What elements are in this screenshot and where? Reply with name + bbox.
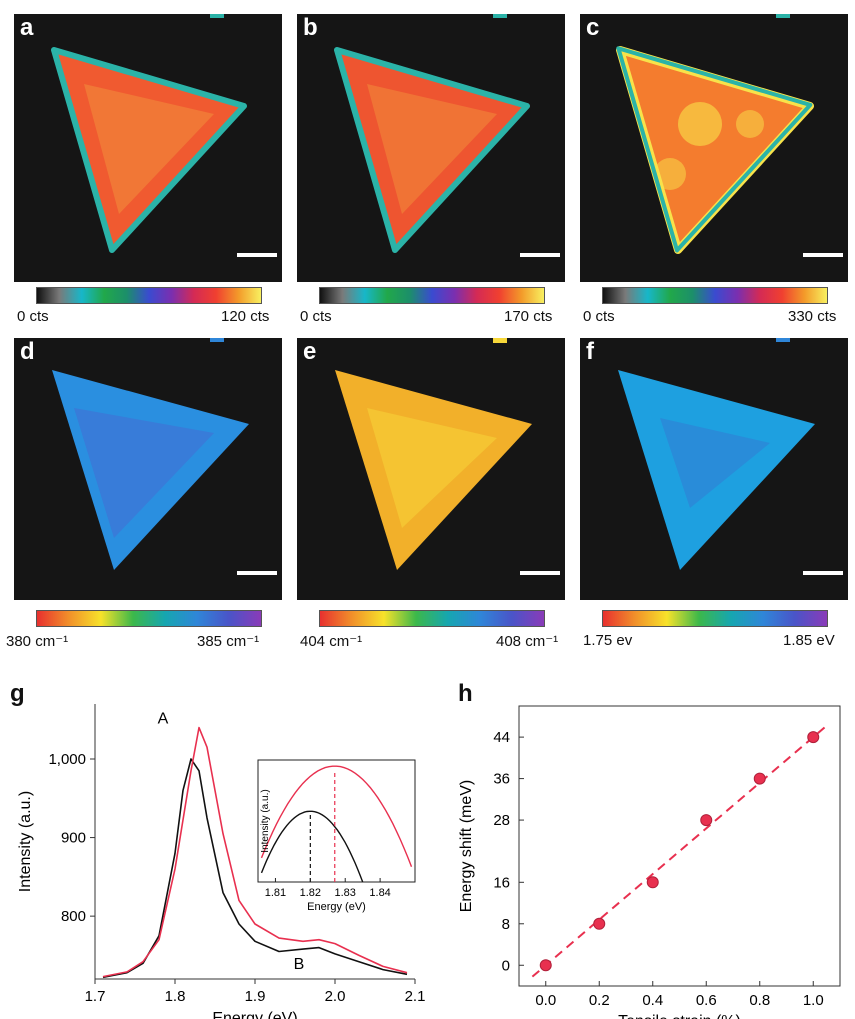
y-tick-label: 1,000 [48,751,86,768]
data-point [753,772,766,785]
x-axis-label: Tensile strain (%) [618,1013,741,1019]
inset-x-tick-label: 1.83 [335,887,356,899]
x-tick-label: 0.6 [696,992,717,1009]
x-tick-label: 1.9 [245,988,266,1005]
x-tick-label: 1.8 [165,988,186,1005]
series-line-0 [102,758,408,979]
y-axis-label: Intensity (a.u.) [17,791,34,892]
map-panel-d: d [14,338,282,600]
colorbar-b [319,287,545,304]
colorbar-min-label: 1.75 ev [583,632,633,649]
map-panel-f: f [580,338,848,600]
scale-bar [237,253,277,257]
y-tick-label: 36 [493,771,510,788]
inset-x-tick-label: 1.84 [369,887,390,899]
panel-label: b [303,14,318,41]
x-tick-label: 0.8 [749,992,770,1009]
y-axis-label: Energy shift (meV) [458,780,475,912]
colorbar-min-label: 0 cts [300,308,332,325]
panel-label: e [303,338,317,365]
x-tick-label: 1.7 [85,988,106,1005]
panel-label: a [20,14,34,41]
data-point [700,814,713,827]
map-e-image [335,338,532,570]
data-point [807,731,820,744]
colorbar-max-label: 330 cts [788,308,837,325]
x-tick-label: 0.4 [642,992,663,1009]
scale-bar [520,253,560,257]
data-point [593,917,606,930]
annotation-a: A [158,711,169,728]
map-f-image [618,338,815,570]
x-tick-label: 2.0 [325,988,346,1005]
colorbar-min-label: 0 cts [17,308,49,325]
colorbar-max-label: 408 cm⁻¹ [496,633,559,650]
plot-frame [518,705,841,987]
inset-x-tick-label: 1.81 [265,887,286,899]
annotation-b: B [294,956,305,973]
scale-bar [803,253,843,257]
y-tick-label: 8 [502,916,510,933]
data-point [646,876,659,889]
x-tick-label: 0.2 [589,992,610,1009]
data-point [539,959,552,972]
colorbar-min-label: 0 cts [583,308,615,325]
panel-label: c [586,14,600,41]
map-c-image [616,14,814,254]
colorbar-max-label: 1.85 eV [783,632,835,649]
inset-frame [257,759,416,883]
colorbar-max-label: 170 cts [504,308,553,325]
colorbar-min-label: 404 cm⁻¹ [300,633,363,650]
colorbar-min-label: 380 cm⁻¹ [6,633,69,650]
x-tick-label: 2.1 [405,988,426,1005]
map-a-image [51,14,247,253]
inset-x-tick-label: 1.82 [300,887,321,899]
series-line-1 [102,726,408,978]
scale-bar [803,571,843,575]
spectrum-chart: 1.7 1.8 1.9 2.0 2.1 800 900 1,000 Energy (eV) Int… [17,704,426,1019]
scale-bar [520,571,560,575]
x-tick-label: 1.0 [803,992,824,1009]
map-b-image [334,14,530,253]
panel-label: d [20,338,35,365]
scale-bar [237,571,277,575]
x-axis-label: Energy (eV) [212,1010,297,1019]
fit-line [531,724,828,978]
y-tick-label: 900 [61,830,86,847]
panel-label-g: g [10,680,25,707]
panel-label-h: h [458,680,473,707]
y-tick-label: 16 [493,874,510,891]
colorbar-f [602,610,828,627]
inset-series-red [260,765,413,868]
colorbar-max-label: 120 cts [221,308,270,325]
y-tick-label: 0 [502,957,510,974]
panel-label: f [586,338,594,365]
y-tick-label: 44 [493,729,510,746]
map-panel-c: c [580,14,848,282]
colorbar-e [319,610,545,627]
inset-x-axis-label: Energy (eV) [307,901,366,913]
colorbar-a [36,287,262,304]
inset-series-black [260,810,364,883]
map-d-image [52,338,249,570]
map-panel-a: a [14,14,282,282]
x-tick-label: 0.0 [535,992,556,1009]
strain-chart: 0.0 0.2 0.4 0.6 0.8 1.0 0 8 16 28 36 44 Tensile stra… [458,705,841,1019]
colorbar-d [36,610,262,627]
y-tick-label: 800 [61,908,86,925]
map-panel-e: e [297,338,565,600]
y-tick-label: 28 [493,812,510,829]
inset-y-axis-label: Intensity (a.u.) [260,789,271,852]
colorbar-c [602,287,828,304]
map-panel-b: b [297,14,565,282]
colorbar-max-label: 385 cm⁻¹ [197,633,260,650]
